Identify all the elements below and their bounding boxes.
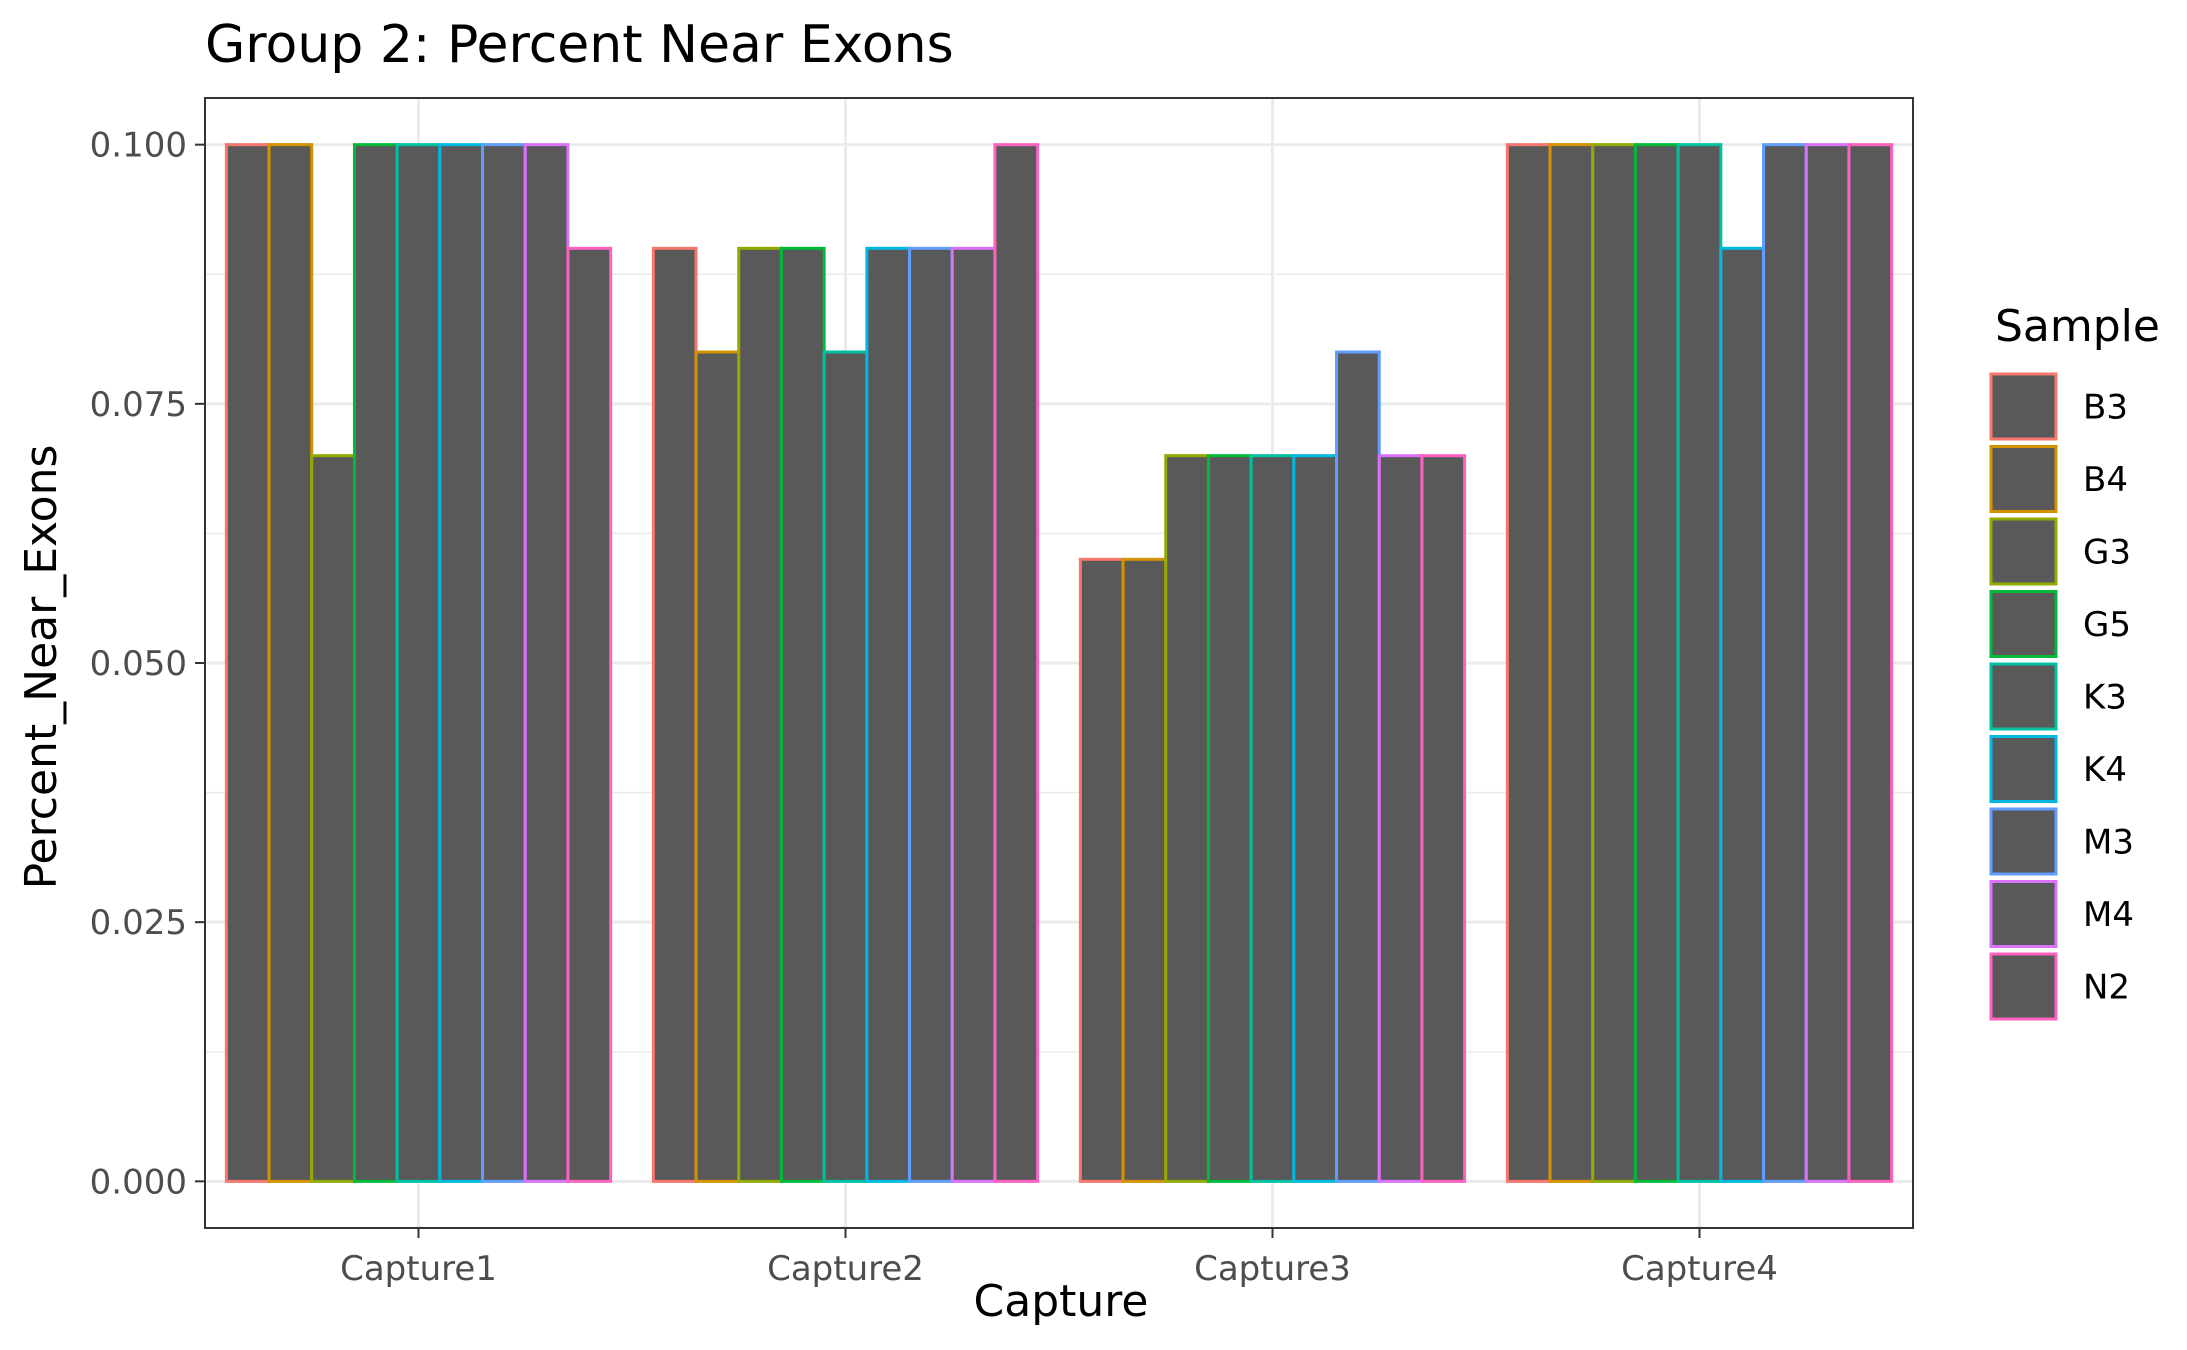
plot-panel: 0.000 0.025 0.050 0.075 0.100 Capture1 Capture… [90,97,1914,1289]
bar-k4-capture3 [1292,454,1339,1183]
y-tick-label: 0.000 [90,1162,187,1202]
bar-b3-capture1 [224,143,271,1183]
legend-key-n2 [1989,952,2058,1021]
bar-m3-capture2 [908,246,954,1183]
legend-title: Sample [1995,301,2160,352]
x-axis-title: Capture [974,1276,1149,1327]
bar-b3-capture2 [651,246,698,1183]
bar-k3-capture4 [1676,143,1723,1183]
bar-b3-capture3 [1078,557,1125,1183]
bar-b4-capture2 [694,350,741,1183]
bar-m3-capture1 [481,143,527,1183]
legend: Sample B3 B4 G3 G5 K3 K4 M3 M4 N2 [1989,301,2160,1021]
legend-label-k3: K3 [2083,678,2127,718]
bar-b3-capture4 [1505,143,1552,1183]
bar-g5-capture1 [352,143,399,1183]
legend-label-k4: K4 [2083,750,2127,790]
bar-k4-capture4 [1719,246,1766,1183]
y-tick-label: 0.075 [90,385,187,425]
bar-k3-capture3 [1249,454,1296,1183]
bar-b4-capture1 [267,143,314,1183]
chart-title: Group 2: Percent Near Exons [205,15,954,75]
bar-g5-capture2 [779,246,826,1183]
legend-label-g5: G5 [2083,605,2131,645]
bar-m4-capture1 [523,143,570,1183]
bar-k3-capture2 [822,350,869,1183]
x-tick-label: Capture4 [1621,1249,1778,1289]
legend-key-b4 [1989,445,2058,513]
x-tick-label: Capture2 [767,1249,924,1289]
bar-n2-capture1 [566,246,613,1183]
bar-g3-capture3 [1164,454,1210,1183]
bar-n2-capture4 [1847,143,1894,1183]
bar-g5-capture3 [1206,454,1253,1183]
bar-m4-capture2 [950,246,997,1183]
x-tick-label: Capture1 [340,1249,497,1289]
legend-label-b4: B4 [2083,460,2128,500]
legend-label-b3: B3 [2083,388,2128,428]
legend-key-g5 [1989,590,2058,658]
legend-key-k4 [1989,735,2058,803]
legend-key-k3 [1989,662,2058,731]
legend-label-m3: M3 [2083,823,2134,863]
bar-m3-capture3 [1335,350,1381,1183]
legend-key-b3 [1989,372,2058,441]
legend-key-m4 [1989,880,2058,948]
y-tick-label: 0.050 [90,644,187,684]
bar-m4-capture3 [1377,454,1424,1183]
y-tick-label: 0.100 [90,126,187,166]
legend-label-m4: M4 [2083,895,2134,935]
bar-b4-capture4 [1548,143,1595,1183]
bar-k3-capture1 [395,143,442,1183]
bar-m4-capture4 [1804,143,1851,1183]
bar-k4-capture1 [438,143,485,1183]
bar-b4-capture3 [1121,557,1168,1183]
legend-label-n2: N2 [2083,968,2130,1008]
y-axis-title: Percent_Near_Exons [16,445,67,890]
legend-key-m3 [1989,807,2058,876]
bar-g5-capture4 [1633,143,1680,1183]
bar-g3-capture1 [310,454,356,1183]
legend-key-g3 [1989,517,2058,586]
bar-n2-capture3 [1420,454,1467,1183]
bar-g3-capture2 [737,246,783,1183]
x-tick-label: Capture3 [1194,1249,1351,1289]
bar-m3-capture4 [1762,143,1808,1183]
y-tick-label: 0.025 [90,903,187,943]
bar-k4-capture2 [865,246,912,1183]
legend-label-g3: G3 [2083,533,2131,573]
bar-n2-capture2 [993,143,1040,1183]
bar-g3-capture4 [1591,143,1637,1183]
